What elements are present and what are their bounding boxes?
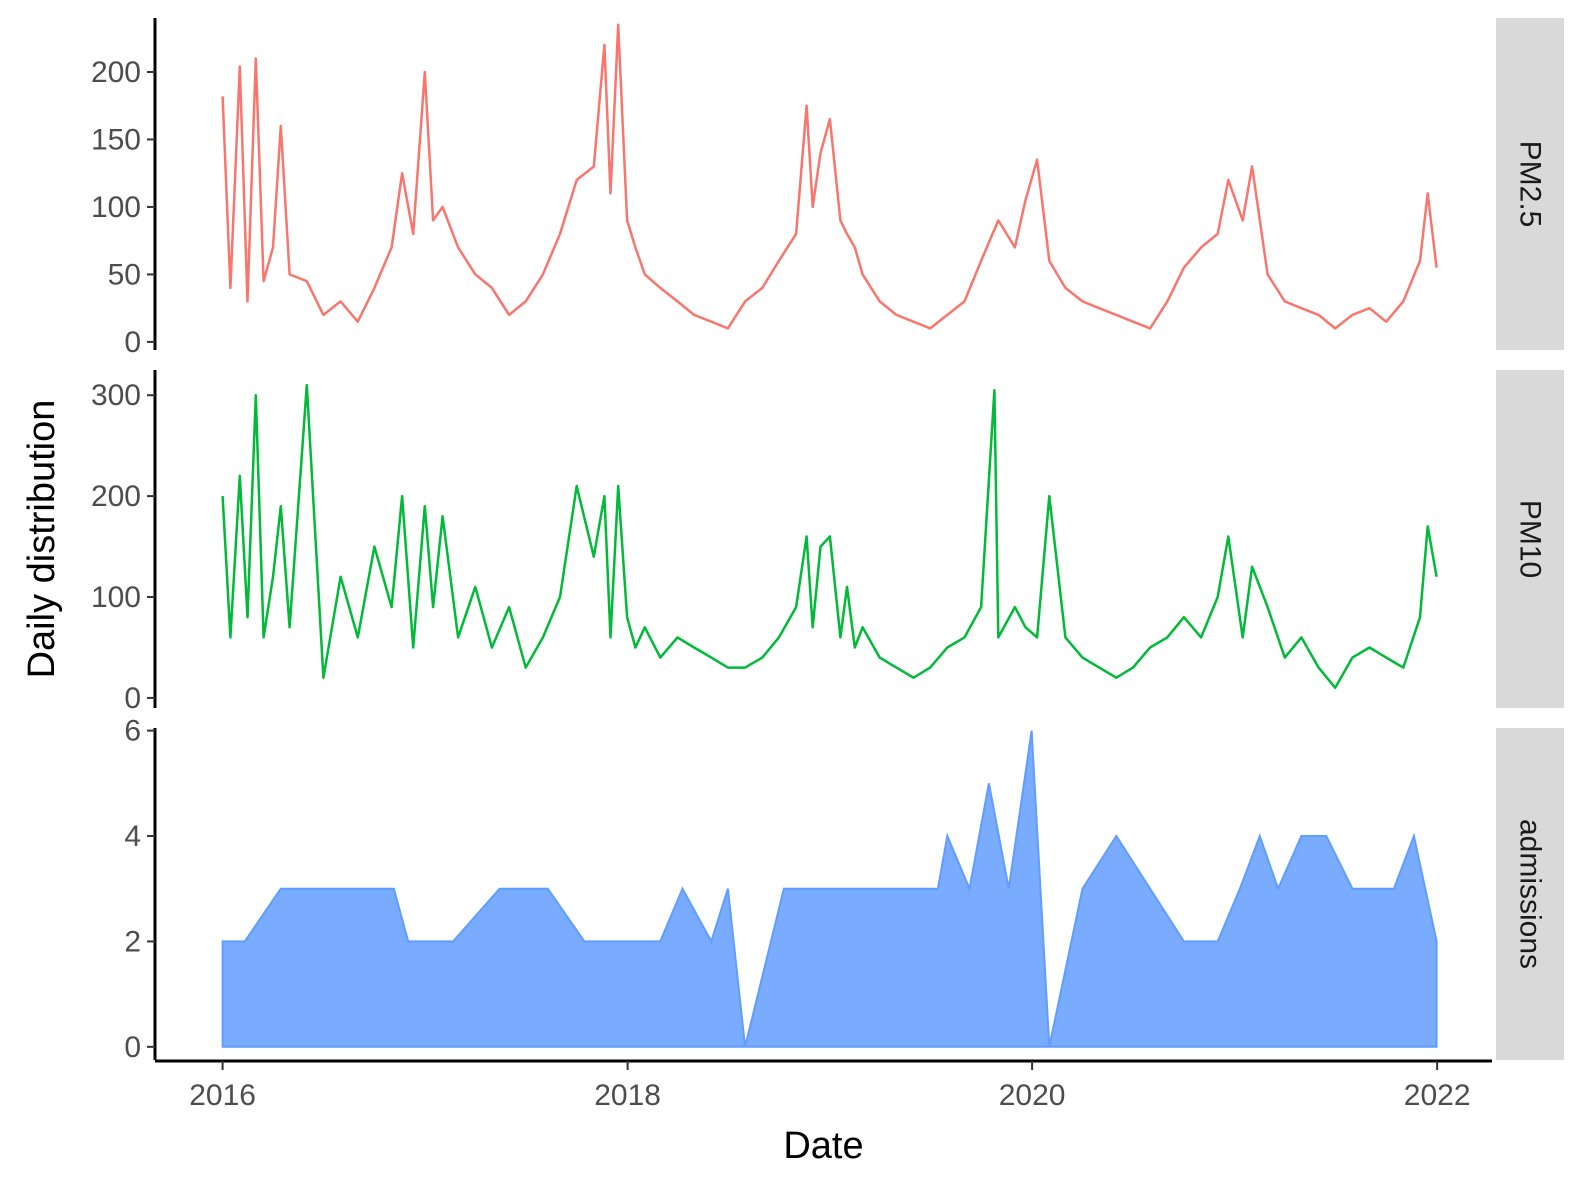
facet-panel: 0 100 200 300 PM10 [91, 370, 1564, 715]
series-line [221, 23, 1438, 330]
y-tick-label: 4 [124, 820, 141, 853]
y-tick-label: 2 [124, 925, 141, 958]
x-tick-label: 2022 [1404, 1079, 1471, 1112]
y-tick-label: 100 [91, 581, 141, 614]
facet-strip-label: PM10 [1514, 500, 1547, 578]
y-tick-label: 0 [124, 326, 141, 359]
facet-strip [1496, 18, 1564, 350]
y-tick-label: 50 [108, 258, 141, 291]
y-tick-label: 6 [124, 715, 141, 748]
x-axis: 2016 2018 2020 2022 [155, 1059, 1492, 1112]
series-line [221, 383, 1438, 690]
y-tick-label: 200 [91, 480, 141, 513]
facet-panel: 0 50 100 150 200 PM2.5 [91, 18, 1564, 359]
facet-strip [1496, 370, 1564, 708]
x-tick-label: 2018 [594, 1079, 661, 1112]
y-tick-label: 0 [124, 1031, 141, 1064]
x-axis-title: Date [783, 1125, 863, 1167]
y-tick-label: 150 [91, 123, 141, 156]
x-axis-ticks: 2016 2018 2020 2022 [189, 1061, 1471, 1112]
x-tick-label: 2016 [189, 1079, 256, 1112]
facet-panel: 0 2 4 6 admissions [124, 715, 1564, 1064]
facet-strip-label: PM2.5 [1514, 141, 1547, 228]
facets-layer: 0 50 100 150 200 PM2.5 0 100 200 300 PM10 0 2 4 6 admis… [91, 18, 1564, 1064]
y-tick-label: 300 [91, 379, 141, 412]
y-tick-label: 100 [91, 191, 141, 224]
y-tick-label: 0 [124, 682, 141, 715]
y-axis-title: Daily distribution [21, 400, 63, 679]
facet-strip-label: admissions [1514, 819, 1547, 969]
y-tick-label: 200 [91, 56, 141, 89]
series-area [221, 730, 1438, 1048]
facet-strip [1496, 728, 1564, 1060]
x-tick-label: 2020 [999, 1079, 1066, 1112]
